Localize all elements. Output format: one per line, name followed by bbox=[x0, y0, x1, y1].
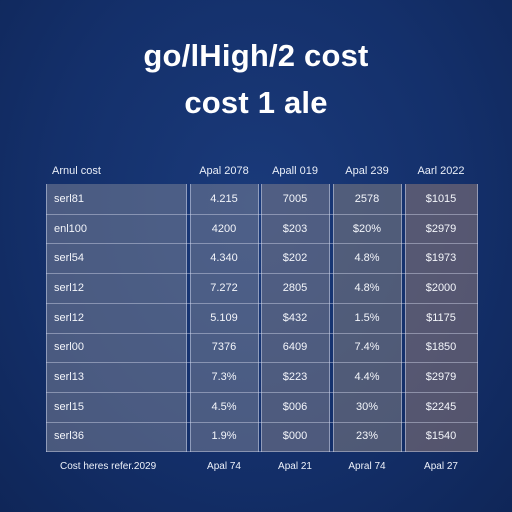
table-cell: $1850 bbox=[425, 341, 457, 354]
table-cell: 4.340 bbox=[210, 252, 238, 265]
chart-subtitle: cost 1 ale bbox=[184, 85, 328, 120]
table-cell: $202 bbox=[282, 252, 308, 265]
table-column-4 bbox=[405, 184, 478, 452]
row-label: serl12 bbox=[54, 311, 84, 324]
row-divider bbox=[46, 213, 478, 215]
table-cell: $1973 bbox=[425, 252, 457, 265]
column-header: Aarl 2022 bbox=[417, 165, 465, 177]
footer-cell: Apal 21 bbox=[278, 461, 312, 472]
footer-cell: Apral 74 bbox=[348, 461, 386, 472]
table-cell: 6409 bbox=[282, 341, 308, 354]
table-cell: 7376 bbox=[211, 341, 237, 354]
table-cell: 4.215 bbox=[210, 192, 238, 205]
table-cell: $000 bbox=[282, 430, 308, 443]
table-cell: 4200 bbox=[211, 222, 237, 235]
table-cell: $432 bbox=[282, 311, 308, 324]
table-cell: 4.4% bbox=[354, 371, 380, 384]
table-cell: 1.9% bbox=[211, 430, 237, 443]
row-divider bbox=[46, 391, 478, 393]
table-cell: $2245 bbox=[425, 400, 457, 413]
column-header: Apal 239 bbox=[345, 165, 389, 177]
table-cell: $1015 bbox=[425, 192, 457, 205]
table-column-2 bbox=[261, 184, 330, 452]
row-divider bbox=[46, 451, 478, 453]
row-label: serl13 bbox=[54, 371, 84, 384]
table-cell: $2979 bbox=[425, 222, 457, 235]
table-cell: $006 bbox=[282, 400, 308, 413]
row-label: serl12 bbox=[54, 281, 84, 294]
row-label: serl36 bbox=[54, 430, 84, 443]
table-cell: 7.272 bbox=[210, 281, 238, 294]
row-label: serl81 bbox=[54, 192, 84, 205]
row-label: serl54 bbox=[54, 252, 84, 265]
column-header: Apal 2078 bbox=[199, 165, 249, 177]
table-cell: 7.4% bbox=[354, 341, 380, 354]
table-cell: 2805 bbox=[282, 281, 308, 294]
column-header: Apall 019 bbox=[272, 165, 318, 177]
row-divider bbox=[46, 273, 478, 275]
table-column-1 bbox=[190, 184, 259, 452]
table-cell: $1175 bbox=[426, 311, 456, 324]
table-column-label bbox=[46, 184, 187, 452]
row-divider bbox=[46, 243, 478, 245]
table-cell: $223 bbox=[282, 371, 308, 384]
row-divider bbox=[46, 362, 478, 364]
table-cell: 7005 bbox=[282, 192, 308, 205]
row-label: serl00 bbox=[54, 341, 84, 354]
table-cell: $203 bbox=[282, 222, 308, 235]
table-cell: 23% bbox=[355, 430, 379, 443]
footer-cell: Apal 27 bbox=[424, 461, 458, 472]
table-cell: 4.8% bbox=[354, 281, 380, 294]
row-divider bbox=[46, 421, 478, 423]
footer-label: Cost heres refer.2029 bbox=[60, 461, 157, 472]
row-label: enl100 bbox=[54, 222, 88, 235]
row-label: serl15 bbox=[54, 400, 84, 413]
table-column-3 bbox=[333, 184, 402, 452]
row-divider bbox=[46, 332, 478, 334]
table-cell: 1.5% bbox=[354, 311, 380, 324]
table-cell: $2000 bbox=[425, 281, 457, 294]
column-header: Arnul cost bbox=[52, 165, 101, 177]
table-cell: $2979 bbox=[425, 371, 457, 384]
table-cell: 2578 bbox=[354, 192, 380, 205]
table-cell: 5.109 bbox=[210, 311, 238, 324]
table-cell: 4.8% bbox=[354, 252, 380, 265]
table-cell: 4.5% bbox=[211, 400, 237, 413]
table-cell: $20% bbox=[352, 222, 382, 235]
table-cell: 7.3% bbox=[211, 371, 237, 384]
chart-title: go/lHigh/2 cost bbox=[143, 38, 369, 73]
table-cell: $1540 bbox=[425, 430, 457, 443]
table-cell: 30% bbox=[355, 400, 379, 413]
footer-cell: Apal 74 bbox=[207, 461, 241, 472]
row-divider bbox=[46, 302, 478, 304]
